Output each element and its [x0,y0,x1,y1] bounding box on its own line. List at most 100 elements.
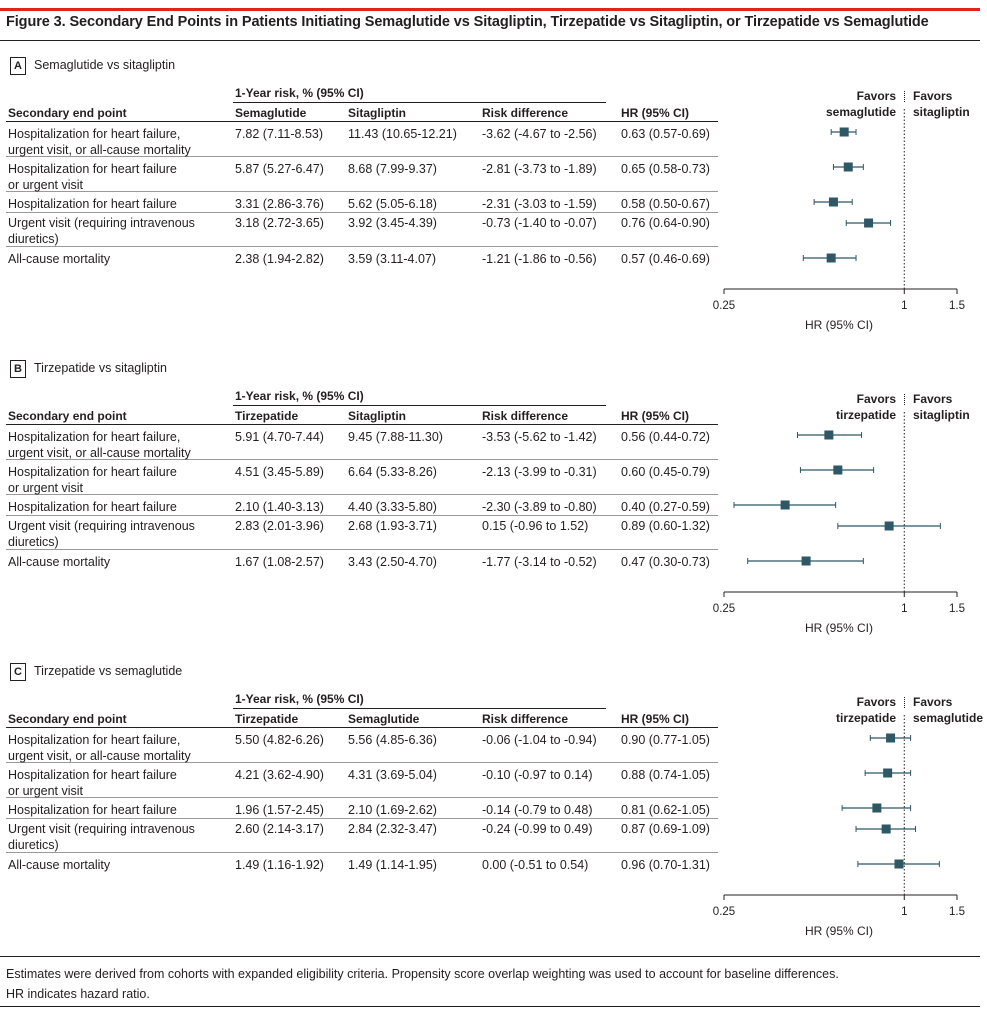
panel-b: B Tirzepatide vs sitagliptin 1-Year risk, … [0,360,987,660]
row-divider [6,191,718,192]
forest-plot: 0.25 1 1.5 HR (95% CI) [713,109,965,332]
row-divider [6,762,718,763]
row-endpoint: Hospitalization for heart failure, urgent… [8,429,191,461]
endpoint-line: or urgent visit [8,784,84,798]
endpoint-line: All-cause mortality [8,252,111,266]
risk-header-rule [233,102,606,103]
favors-right-line: sitagliptin [913,408,970,422]
favors-right-label: Favors sitagliptin [913,88,970,120]
endpoint-line: urgent visit, or all-cause mortality [8,446,191,460]
endpoint-line: Hospitalization for heart failure, [8,127,181,141]
col-head-risk-difference: Risk difference [482,409,569,423]
row-endpoint: Hospitalization for heart failure [8,802,177,818]
favors-left-line: Favors [856,89,896,103]
row-risk-difference: -2.31 (-3.03 to -1.59) [482,197,597,211]
col-head-endpoint: Secondary end point [8,712,127,726]
col-head-risk-difference: Risk difference [482,106,569,120]
header-rule [6,424,718,425]
endpoint-line: Hospitalization for heart failure, [8,733,181,747]
x-tick-label: 1 [901,906,907,918]
hr-marker [833,465,843,475]
row-endpoint: All-cause mortality [8,251,110,267]
col-head-drug1: Semaglutide [235,106,307,120]
row-drug1-risk: 2.60 (2.14-3.17) [235,822,324,836]
row-divider [6,246,718,247]
x-tick-label: 1.5 [949,906,965,918]
endpoint-line: diuretics) [8,232,59,246]
endpoint-line: Urgent visit (requiring intravenous [8,822,195,836]
row-hr-text: 0.89 (0.60-1.32) [621,519,710,533]
favors-right-line: Favors [913,89,953,103]
col-head-drug1: Tirzepatide [235,712,299,726]
row-drug1-risk: 2.83 (2.01-3.96) [235,519,324,533]
favors-left-line: Favors [856,392,896,406]
col-head-drug1: Tirzepatide [235,409,299,423]
row-endpoint: All-cause mortality [8,554,110,570]
row-risk-difference: -1.21 (-1.86 to -0.56) [482,252,597,266]
row-drug1-risk: 4.51 (3.45-5.89) [235,465,324,479]
row-hr-text: 0.47 (0.30-0.73) [621,555,710,569]
favors-left-label: Favors tirzepatide [780,694,896,726]
panel-title: Semaglutide vs sitagliptin [34,58,176,72]
row-risk-difference: -1.77 (-3.14 to -0.52) [482,555,597,569]
col-head-endpoint: Secondary end point [8,409,127,423]
endpoint-line: urgent visit, or all-cause mortality [8,749,191,763]
favors-right-line: Favors [913,392,953,406]
row-drug2-risk: 6.64 (5.33-8.26) [348,465,437,479]
row-drug1-risk: 2.38 (1.94-2.82) [235,252,324,266]
row-drug2-risk: 2.10 (1.69-2.62) [348,803,437,817]
footnote: Estimates were derived from cohorts with… [6,964,839,1004]
hr-marker [872,803,882,813]
footnote-rule-top [0,956,980,957]
row-risk-difference: -0.10 (-0.97 to 0.14) [482,768,593,782]
favors-right-label: Favors sitagliptin [913,391,970,423]
row-drug2-risk: 5.56 (4.85-6.36) [348,733,437,747]
hr-marker [801,556,811,566]
row-drug2-risk: 9.45 (7.88-11.30) [348,430,443,444]
risk-header: 1-Year risk, % (95% CI) [235,692,364,706]
endpoint-line: Hospitalization for heart failure [8,162,177,176]
endpoint-line: Hospitalization for heart failure [8,500,177,514]
row-risk-difference: -2.30 (-3.89 to -0.80) [482,500,597,514]
row-divider [6,459,718,460]
panel-title: Tirzepatide vs semaglutide [34,664,183,678]
row-divider [6,494,718,495]
row-drug1-risk: 1.49 (1.16-1.92) [235,858,324,872]
hr-marker [886,733,896,743]
hr-marker [839,127,849,137]
row-endpoint: Hospitalization for heart failure, urgent… [8,126,191,158]
row-drug1-risk: 5.50 (4.82-6.26) [235,733,324,747]
endpoint-line: Hospitalization for heart failure [8,465,177,479]
favors-right-line: sitagliptin [913,105,970,119]
row-divider [6,852,718,853]
row-hr-text: 0.90 (0.77-1.05) [621,733,710,747]
col-head-endpoint: Secondary end point [8,106,127,120]
row-hr-text: 0.65 (0.58-0.73) [621,162,710,176]
favors-left-label: Favors semaglutide [780,88,896,120]
row-drug2-risk: 2.68 (1.93-3.71) [348,519,437,533]
row-risk-difference: -0.24 (-0.99 to 0.49) [482,822,593,836]
row-endpoint: Hospitalization for heart failure or urge… [8,464,177,496]
row-hr-text: 0.81 (0.62-1.05) [621,803,710,817]
row-drug2-risk: 8.68 (7.99-9.37) [348,162,437,176]
row-drug1-risk: 7.82 (7.11-8.53) [235,127,324,141]
row-drug2-risk: 3.43 (2.50-4.70) [348,555,437,569]
endpoint-line: or urgent visit [8,481,84,495]
row-hr-text: 0.58 (0.50-0.67) [621,197,710,211]
figure-title: Figure 3. Secondary End Points in Patien… [6,14,929,30]
row-drug1-risk: 1.67 (1.08-2.57) [235,555,324,569]
row-drug1-risk: 3.18 (2.72-3.65) [235,216,324,230]
endpoint-line: Urgent visit (requiring intravenous [8,216,195,230]
x-tick-label: 1 [901,300,907,312]
hr-marker [883,768,893,778]
row-risk-difference: 0.15 (-0.96 to 1.52) [482,519,589,533]
header-rule [6,727,718,728]
x-axis-label: HR (95% CI) [805,621,873,635]
row-hr-text: 0.96 (0.70-1.31) [621,858,710,872]
endpoint-line: All-cause mortality [8,555,111,569]
row-hr-text: 0.87 (0.69-1.09) [621,822,710,836]
footnote-line-1: Estimates were derived from cohorts with… [6,967,839,981]
endpoint-line: All-cause mortality [8,858,111,872]
hr-marker [864,218,874,228]
risk-header: 1-Year risk, % (95% CI) [235,86,364,100]
